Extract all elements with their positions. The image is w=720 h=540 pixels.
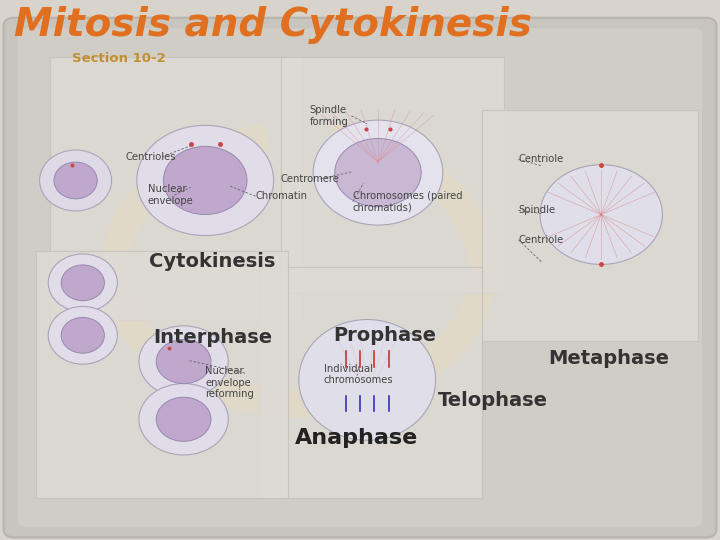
Text: Spindle: Spindle xyxy=(518,205,556,215)
Ellipse shape xyxy=(48,254,117,312)
Ellipse shape xyxy=(299,320,436,440)
Ellipse shape xyxy=(156,397,211,441)
Text: Nuclear
envelope: Nuclear envelope xyxy=(148,184,194,206)
Ellipse shape xyxy=(163,146,247,214)
Text: Chromosomes (paired
chromatids): Chromosomes (paired chromatids) xyxy=(353,191,462,212)
Ellipse shape xyxy=(61,318,104,353)
Ellipse shape xyxy=(313,120,443,225)
Ellipse shape xyxy=(61,265,104,301)
Text: Section 10-2: Section 10-2 xyxy=(72,52,166,65)
Text: Mitosis and Cytokinesis: Mitosis and Cytokinesis xyxy=(14,6,532,44)
Ellipse shape xyxy=(137,125,274,235)
Polygon shape xyxy=(50,57,302,320)
Polygon shape xyxy=(482,110,698,341)
Ellipse shape xyxy=(48,306,117,364)
Ellipse shape xyxy=(40,150,112,211)
Text: Telophase: Telophase xyxy=(438,392,548,410)
Text: Metaphase: Metaphase xyxy=(548,349,669,368)
Text: Nuclear
envelope
reforming: Nuclear envelope reforming xyxy=(205,366,254,399)
Text: Centriole: Centriole xyxy=(518,235,564,245)
Text: Individual
chromosomes: Individual chromosomes xyxy=(324,364,394,386)
Text: Centrioles: Centrioles xyxy=(126,152,176,162)
Text: Centromere: Centromere xyxy=(281,174,340,184)
Ellipse shape xyxy=(335,138,421,207)
Text: Chromatin: Chromatin xyxy=(256,191,307,201)
Ellipse shape xyxy=(54,162,97,199)
Ellipse shape xyxy=(139,326,228,397)
Text: Anaphase: Anaphase xyxy=(294,428,418,448)
Text: Spindle
forming: Spindle forming xyxy=(310,105,348,127)
FancyBboxPatch shape xyxy=(18,28,702,527)
Text: Centriole: Centriole xyxy=(518,154,564,165)
Ellipse shape xyxy=(156,340,211,383)
Text: Cytokinesis: Cytokinesis xyxy=(149,252,276,271)
Ellipse shape xyxy=(139,383,228,455)
Text: Interphase: Interphase xyxy=(153,328,272,347)
Ellipse shape xyxy=(540,165,662,265)
Polygon shape xyxy=(281,57,504,293)
Polygon shape xyxy=(259,267,482,498)
Polygon shape xyxy=(36,251,288,498)
FancyBboxPatch shape xyxy=(4,18,716,537)
Text: Prophase: Prophase xyxy=(333,326,437,345)
